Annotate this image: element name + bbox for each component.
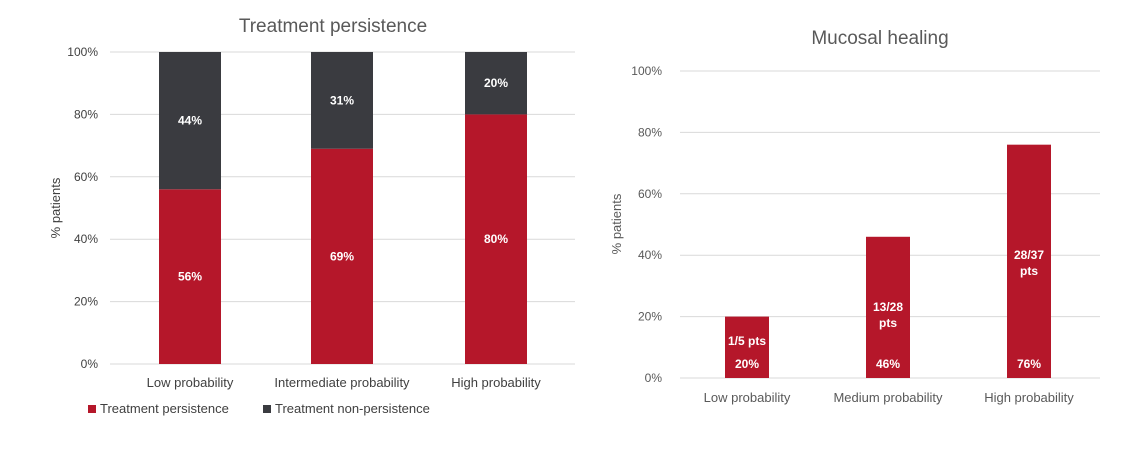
chart1-legend-swatch [88, 405, 96, 413]
chart2-bar [866, 236, 910, 378]
chart2-data-label: 76% [1017, 357, 1041, 371]
chart1-y-tick-label: 0% [81, 357, 99, 371]
chart1-legend-swatch [263, 405, 271, 413]
chart2-y-tick-label: 60% [638, 187, 662, 201]
chart1-y-tick-label: 20% [74, 295, 98, 309]
chart2-category-label: Low probability [704, 390, 791, 405]
chart1-legend: Treatment persistence Treatment non-persi… [88, 401, 430, 416]
chart1-y-ticks: 0% 20% 40% 60% 80% 100% [67, 45, 98, 371]
chart1-bar-persistence [159, 189, 221, 364]
chart1-category-label: Intermediate probability [274, 375, 410, 390]
chart1-data-label: 69% [330, 249, 354, 263]
chart1-legend-label: Treatment non-persistence [275, 401, 430, 416]
chart1-data-labels: 56% 44% 69% 31% 80% 20% [178, 76, 508, 283]
chart1-category-label: High probability [451, 375, 541, 390]
chart1-y-tick-label: 80% [74, 107, 98, 121]
chart2-data-label: 20% [735, 357, 759, 371]
chart1-bar-non-persistence [159, 52, 221, 190]
chart2-y-tick-label: 0% [645, 371, 663, 385]
chart1-data-label: 20% [484, 76, 508, 90]
chart2-y-axis-label: % patients [609, 193, 624, 254]
chart1-legend-label: Treatment persistence [100, 401, 229, 416]
chart2-annotation: pts [879, 316, 897, 330]
chart1-bar-non-persistence [465, 52, 527, 115]
chart2-category-label: High probability [984, 390, 1074, 405]
chart1-bar-persistence [311, 148, 373, 364]
chart2-category-label: Medium probability [833, 390, 943, 405]
chart1-title: Treatment persistence [239, 16, 427, 37]
chart1-bars [159, 52, 527, 365]
chart1-y-tick-label: 100% [67, 45, 98, 59]
chart1-data-label: 44% [178, 114, 202, 128]
chart1-data-label: 56% [178, 270, 202, 284]
chart2-y-tick-label: 40% [638, 248, 662, 262]
chart2-annotation: pts [1020, 264, 1038, 278]
chart2-bar [725, 316, 769, 378]
chart1-y-axis-label: % patients [48, 177, 63, 238]
chart1-y-tick-label: 60% [74, 170, 98, 184]
chart2-data-labels: 20% 1/5 pts 46% 13/28 pts 76% 28/37 pts [728, 248, 1044, 371]
chart1-bar-non-persistence [311, 52, 373, 149]
chart1-category-labels: Low probability Intermediate probability H… [147, 375, 542, 390]
treatment-persistence-chart: Treatment persistence 0% 20% 40% 60% 80% 100%… [48, 16, 575, 416]
chart1-data-label: 80% [484, 232, 508, 246]
chart1-category-label: Low probability [147, 375, 234, 390]
chart2-bar [1007, 144, 1051, 378]
chart2-annotation: 1/5 pts [728, 334, 766, 348]
chart2-y-tick-label: 100% [631, 64, 662, 78]
chart2-annotation: 13/28 [873, 300, 903, 314]
chart2-title: Mucosal healing [811, 28, 948, 49]
chart1-data-label: 31% [330, 93, 354, 107]
chart2-y-ticks: 0% 20% 40% 60% 80% 100% [631, 64, 662, 385]
mucosal-healing-chart: Mucosal healing 0% 20% 40% 60% 80% 100% % pat… [609, 28, 1100, 405]
chart2-annotation: 28/37 [1014, 248, 1044, 262]
chart2-y-tick-label: 20% [638, 310, 662, 324]
chart2-category-labels: Low probability Medium probability High pr… [704, 390, 1075, 405]
chart1-bar-persistence [465, 114, 527, 365]
chart2-bars [725, 144, 1051, 378]
chart2-data-label: 46% [876, 357, 900, 371]
chart2-y-tick-label: 80% [638, 125, 662, 139]
chart1-y-tick-label: 40% [74, 232, 98, 246]
